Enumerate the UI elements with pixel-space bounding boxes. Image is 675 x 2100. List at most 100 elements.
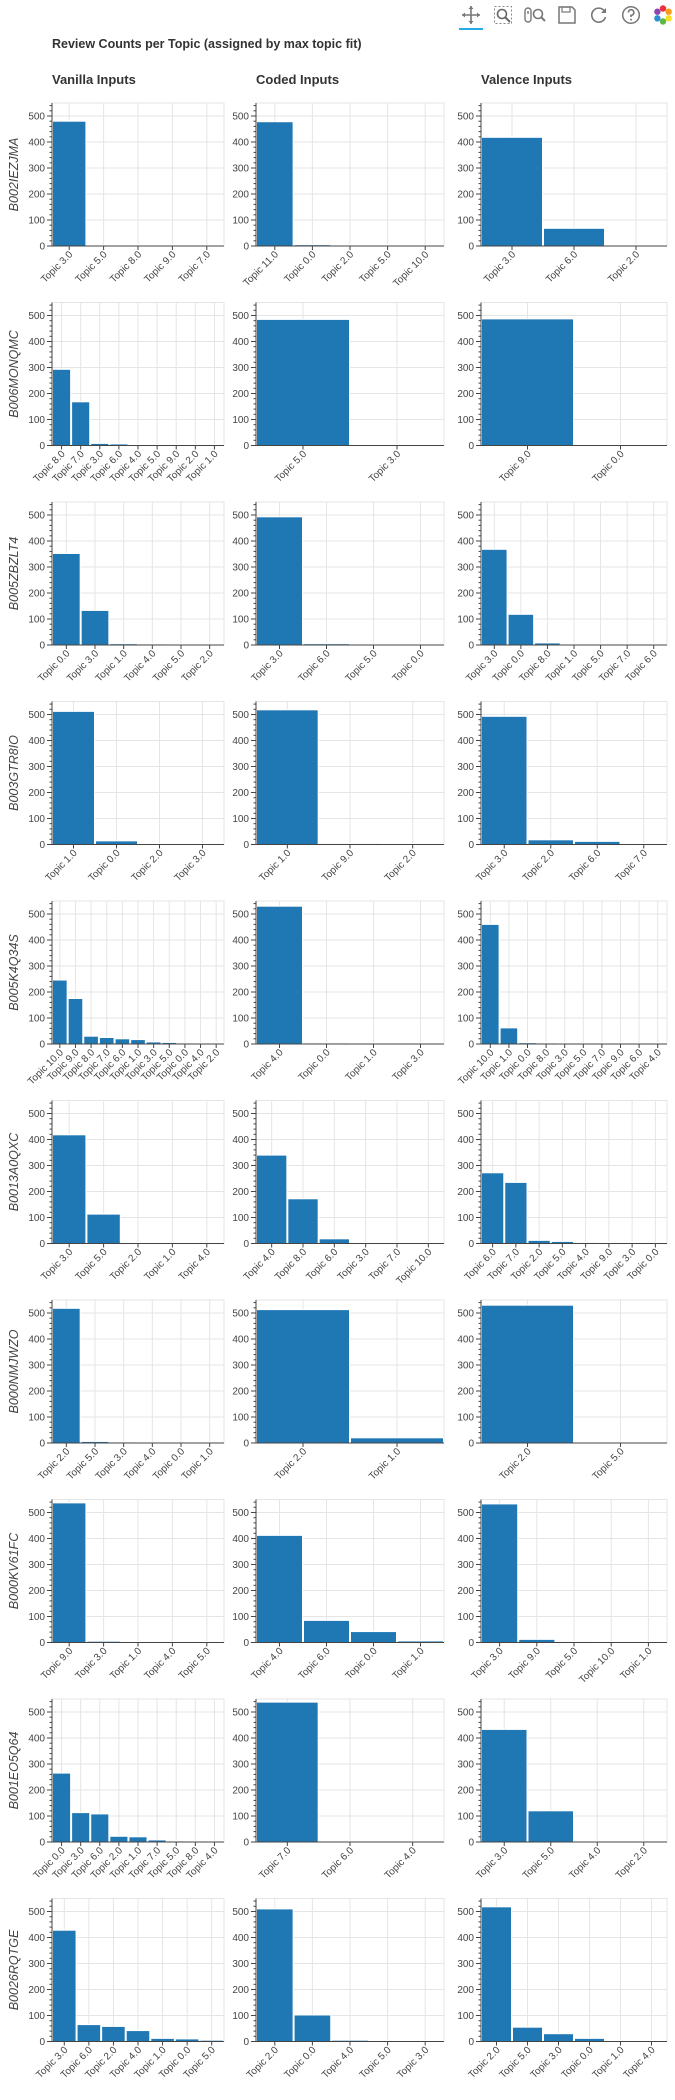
y-tick-label: 500 (232, 511, 249, 522)
y-tick-label: 0 (468, 641, 474, 652)
x-tick-label: Topic 4.0 (242, 1247, 278, 1283)
y-tick-label: 0 (468, 1638, 474, 1649)
row-label: B006MONQMC (7, 329, 21, 417)
y-tick-label: 200 (232, 1586, 249, 1597)
row-label: B000KV61FC (7, 1532, 21, 1609)
y-tick-label: 200 (28, 1985, 45, 1996)
y-tick-label: 200 (28, 988, 45, 999)
x-tick-label: Topic 3.0 (74, 1646, 110, 1682)
x-tick-label: Topic 2.0 (320, 249, 356, 285)
column-title-vanilla: Vanilla Inputs (52, 72, 136, 87)
y-tick-label: 100 (28, 415, 45, 426)
x-tick-label: Topic 3.0 (482, 249, 518, 285)
y-tick-label: 100 (457, 1812, 474, 1823)
y-tick-label: 100 (28, 1213, 45, 1224)
bar (67, 998, 84, 1045)
y-tick-label: 500 (232, 311, 249, 322)
y-tick-label: 0 (468, 1040, 474, 1051)
bar (256, 905, 303, 1045)
y-tick-label: 0 (39, 242, 45, 253)
wheel-zoom-tool[interactable] (523, 3, 547, 27)
bar (76, 2024, 102, 2042)
y-tick-label: 500 (457, 311, 474, 322)
save-tool[interactable] (555, 3, 579, 27)
pan-tool[interactable] (459, 3, 483, 30)
y-tick-label: 200 (232, 988, 249, 999)
bar (125, 2030, 151, 2042)
bar (86, 1213, 121, 1244)
bar (481, 1172, 505, 1245)
y-tick-label: 200 (457, 1786, 474, 1797)
y-tick-label: 200 (232, 190, 249, 201)
y-tick-label: 300 (457, 563, 474, 574)
y-tick-label: 0 (243, 840, 249, 851)
y-tick-label: 0 (243, 441, 249, 452)
y-tick-label: 300 (457, 762, 474, 773)
x-tick-label: Topic 2.0 (498, 1446, 534, 1482)
bar (52, 1502, 87, 1643)
y-tick-label: 200 (232, 589, 249, 600)
y-tick-label: 300 (28, 563, 45, 574)
bar (256, 516, 303, 646)
box-zoom-tool[interactable] (491, 3, 515, 27)
y-tick-label: 400 (28, 138, 45, 149)
x-tick-label: Topic 2.0 (245, 2045, 281, 2081)
panel-chart: 0 100 200 300 400 500 Topic 2.0 Topic 1.0 (232, 1299, 445, 1482)
y-tick-label: 400 (457, 736, 474, 747)
bar (507, 613, 535, 646)
bar (52, 120, 87, 247)
y-tick-label: 100 (457, 814, 474, 825)
y-tick-label: 400 (232, 1933, 249, 1944)
y-tick-label: 200 (232, 1985, 249, 1996)
y-tick-label: 0 (243, 1239, 249, 1250)
y-tick-label: 100 (28, 615, 45, 626)
bar (481, 1304, 574, 1444)
x-tick-label: Topic 1.0 (391, 1646, 427, 1682)
x-tick-label: Topic 3.0 (39, 249, 75, 285)
x-tick-label: Topic 2.0 (108, 1247, 144, 1283)
y-tick-label: 500 (232, 1309, 249, 1320)
y-tick-label: 400 (232, 936, 249, 947)
bar (481, 318, 574, 447)
x-tick-label: Topic 4.0 (320, 2045, 356, 2081)
x-tick-label: Topic 6.0 (320, 1845, 356, 1881)
x-tick-label: Topic 4.0 (250, 1047, 286, 1083)
y-tick-label: 200 (28, 1786, 45, 1797)
y-tick-label: 100 (28, 2011, 45, 2022)
x-tick-label: Topic 4.0 (142, 1646, 178, 1682)
y-tick-label: 300 (28, 363, 45, 374)
bar (499, 1027, 519, 1045)
y-tick-label: 300 (28, 1361, 45, 1372)
x-tick-label: Topic 3.0 (39, 1247, 75, 1283)
bar (52, 710, 95, 845)
x-tick-label: Topic 1.0 (591, 2045, 627, 2081)
y-tick-label: 300 (457, 1361, 474, 1372)
x-tick-label: Topic 6.0 (297, 648, 333, 684)
y-tick-label: 300 (232, 563, 249, 574)
row-label: B001EO5Q64 (7, 1732, 21, 1810)
y-tick-label: 200 (457, 1187, 474, 1198)
x-tick-label: Topic 2.0 (467, 2045, 503, 2081)
reset-tool[interactable] (587, 3, 611, 27)
help-tool[interactable] (619, 3, 643, 27)
y-tick-label: 300 (457, 1161, 474, 1172)
bokeh-logo[interactable] (651, 3, 675, 27)
x-tick-label: Topic 4.0 (177, 1247, 213, 1283)
box-zoom-icon (494, 6, 512, 24)
y-tick-label: 0 (39, 1838, 45, 1849)
y-tick-label: 500 (457, 511, 474, 522)
bar (543, 2033, 574, 2042)
bar (83, 1035, 99, 1045)
y-tick-label: 400 (232, 337, 249, 348)
bar (114, 1038, 131, 1045)
y-tick-label: 100 (457, 615, 474, 626)
x-tick-label: Topic 5.0 (74, 1247, 110, 1283)
bar (95, 840, 138, 845)
y-tick-label: 200 (28, 1586, 45, 1597)
y-tick-label: 300 (28, 762, 45, 773)
